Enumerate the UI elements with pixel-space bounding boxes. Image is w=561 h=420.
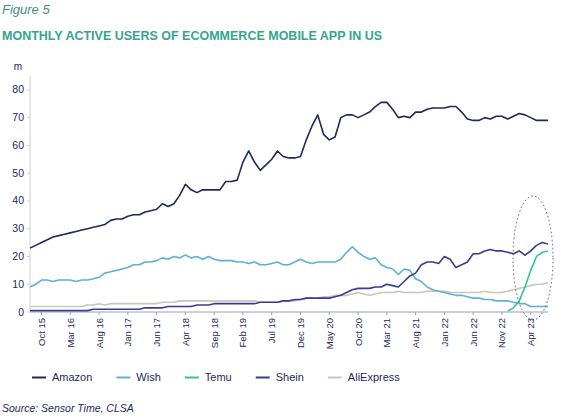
legend-label: Temu: [205, 371, 232, 383]
x-tick: [214, 312, 215, 315]
chart-svg: Figure 5 MONTHLY ACTIVE USERS OF ECOMMERC…: [0, 0, 561, 420]
series-line: [30, 247, 548, 307]
y-tick: [27, 312, 30, 313]
legend-swatch: [328, 377, 342, 379]
x-tick-label: Oct 15: [36, 318, 47, 346]
y-axis-line: [30, 76, 31, 312]
legend-label: Shein: [276, 371, 304, 383]
x-tick: [386, 312, 387, 315]
y-tick-label: 10: [12, 278, 24, 290]
y-tick-label: 70: [12, 111, 24, 123]
legend-swatch: [185, 377, 199, 379]
y-tick: [27, 256, 30, 257]
x-tick-label: Sep 18: [209, 318, 220, 348]
y-tick-label: 0: [18, 306, 24, 318]
series-line: [30, 283, 548, 307]
x-tick: [156, 312, 157, 315]
y-tick-label: 20: [12, 250, 24, 262]
x-tick-label: Feb 19: [237, 318, 248, 348]
x-tick-label: Jun 17: [151, 318, 162, 347]
y-unit: m: [14, 61, 22, 72]
y-tick-label: 50: [12, 167, 24, 179]
y-tick-label: 30: [12, 222, 24, 234]
x-tick-label: Dec 19: [295, 318, 306, 348]
x-tick-label: Aug 21: [410, 318, 421, 348]
series-line: [30, 102, 548, 248]
y-tick-label: 80: [12, 83, 24, 95]
x-tick-label: Nov 22: [496, 318, 507, 348]
x-tick: [242, 312, 243, 315]
x-axis-line: [30, 312, 548, 313]
x-tick-label: Mar 21: [381, 318, 392, 348]
y-tick-label: 40: [12, 194, 24, 206]
x-tick-label: Jan 17: [122, 318, 133, 347]
y-tick: [27, 117, 30, 118]
y-tick: [27, 228, 30, 229]
y-tick-label: 60: [12, 139, 24, 151]
x-tick: [300, 312, 301, 315]
x-tick: [444, 312, 445, 315]
x-tick-label: Apr 23: [525, 318, 536, 346]
highlight-ellipse: [513, 196, 553, 320]
x-tick-label: Jul 19: [266, 318, 277, 343]
legend-swatch: [116, 377, 130, 379]
x-tick-label: Jun 22: [468, 318, 479, 347]
x-tick: [358, 312, 359, 315]
legend-label: AliExpress: [348, 371, 400, 383]
x-tick: [530, 312, 531, 315]
y-tick: [27, 200, 30, 201]
legend-swatch: [32, 377, 46, 379]
x-tick-label: Oct 20: [353, 318, 364, 346]
chart-title: MONTHLY ACTIVE USERS OF ECOMMERCE MOBILE…: [2, 29, 382, 43]
series-line: [30, 243, 548, 311]
x-tick-label: Aug 16: [94, 318, 105, 348]
x-tick: [127, 312, 128, 315]
x-tick: [473, 312, 474, 315]
legend-label: Amazon: [52, 371, 92, 383]
x-tick: [501, 312, 502, 315]
y-tick: [27, 284, 30, 285]
x-tick: [99, 312, 100, 315]
x-tick: [415, 312, 416, 315]
y-tick: [27, 173, 30, 174]
x-tick: [185, 312, 186, 315]
y-tick: [27, 89, 30, 90]
legend-swatch: [256, 377, 270, 379]
x-tick: [70, 312, 71, 315]
x-tick: [41, 312, 42, 315]
x-tick-label: Mar 16: [65, 318, 76, 348]
x-tick-label: Jan 22: [439, 318, 450, 347]
chart-container: Figure 5 MONTHLY ACTIVE USERS OF ECOMMERC…: [0, 0, 561, 420]
x-tick: [271, 312, 272, 315]
legend-label: Wish: [136, 371, 160, 383]
plot-lines: [30, 102, 548, 311]
source-note: Source: Sensor Time, CLSA: [2, 402, 134, 414]
y-tick: [27, 145, 30, 146]
series-line: [508, 251, 548, 311]
x-tick: [329, 312, 330, 315]
x-tick-label: May 20: [324, 318, 335, 349]
x-tick-label: Apr 18: [180, 318, 191, 346]
figure-label: Figure 5: [2, 2, 50, 17]
